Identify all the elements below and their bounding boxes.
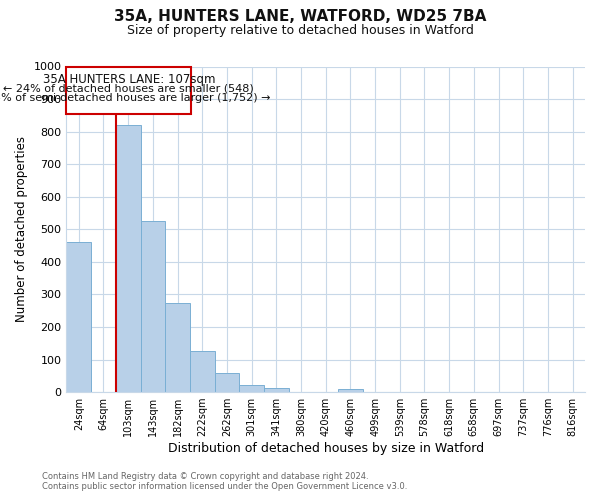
Text: Contains public sector information licensed under the Open Government Licence v3: Contains public sector information licen… [42, 482, 407, 491]
Bar [338, 390, 363, 392]
Bar [239, 385, 264, 392]
Text: Size of property relative to detached houses in Watford: Size of property relative to detached ho… [127, 24, 473, 37]
Bar [67, 242, 91, 392]
Text: ← 24% of detached houses are smaller (548): ← 24% of detached houses are smaller (54… [4, 84, 254, 94]
Bar [67, 67, 191, 114]
Text: 75% of semi-detached houses are larger (1,752) →: 75% of semi-detached houses are larger (… [0, 92, 271, 102]
Bar [116, 125, 140, 392]
Bar [215, 373, 239, 392]
X-axis label: Distribution of detached houses by size in Watford: Distribution of detached houses by size … [167, 442, 484, 455]
Text: 35A HUNTERS LANE: 107sqm: 35A HUNTERS LANE: 107sqm [43, 73, 215, 86]
Text: Contains HM Land Registry data © Crown copyright and database right 2024.: Contains HM Land Registry data © Crown c… [42, 472, 368, 481]
Bar [190, 352, 215, 392]
Bar [140, 221, 165, 392]
Text: 35A, HUNTERS LANE, WATFORD, WD25 7BA: 35A, HUNTERS LANE, WATFORD, WD25 7BA [114, 9, 486, 24]
Bar [165, 302, 190, 392]
Bar [264, 388, 289, 392]
Y-axis label: Number of detached properties: Number of detached properties [15, 136, 28, 322]
